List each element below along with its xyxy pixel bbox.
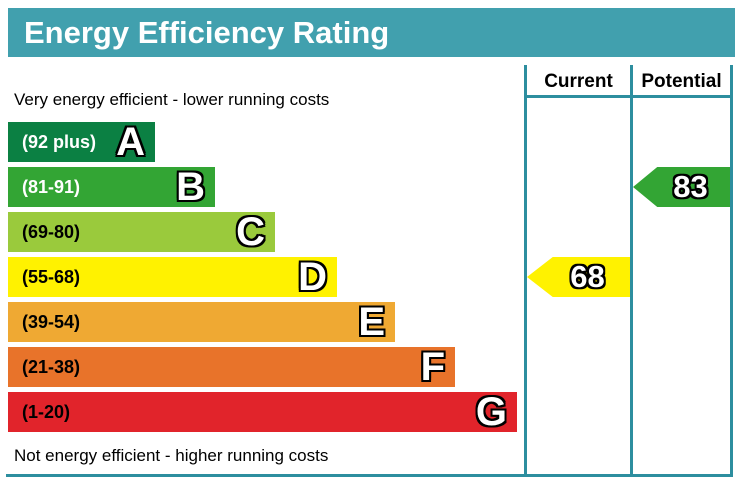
band-range-label: (1-20) — [22, 401, 71, 422]
top-note: Very energy efficient - lower running co… — [14, 90, 330, 109]
current-column-header: Current — [544, 71, 613, 92]
band-row-b: (81-91) B — [8, 167, 215, 207]
table-right-border — [730, 65, 733, 477]
potential-rating-arrow-icon: 83 — [633, 167, 730, 207]
potential-rating-value: 83 — [673, 169, 708, 204]
bottom-note: Not energy efficient - higher running co… — [14, 446, 329, 465]
band-row-a: (92 plus) A — [8, 122, 155, 162]
band-range-label: (92 plus) — [22, 131, 97, 152]
column-separator-line — [630, 65, 633, 477]
band-row-g: (1-20) G — [8, 392, 517, 432]
band-range-label: (55-68) — [22, 266, 81, 287]
band-row-c: (69-80) C — [8, 212, 275, 252]
current-column-left-border — [524, 65, 527, 477]
band-grade-letter: B — [176, 165, 205, 209]
current-rating-value: 68 — [570, 259, 605, 294]
chart-bottom-border — [6, 474, 733, 477]
band-grade-letter: G — [475, 390, 507, 434]
band-row-e: (39-54) E — [8, 302, 395, 342]
header-underline — [524, 95, 733, 98]
band-range-label: (69-80) — [22, 221, 81, 242]
band-grade-letter: F — [420, 345, 445, 389]
band-row-f: (21-38) F — [8, 347, 455, 387]
band-grade-letter: D — [298, 255, 327, 299]
potential-column-header: Potential — [641, 71, 722, 92]
band-grade-letter: E — [358, 300, 385, 344]
band-range-label: (81-91) — [22, 176, 81, 197]
band-grade-letter: A — [116, 120, 145, 164]
chart-title: Energy Efficiency Rating — [24, 15, 390, 50]
band-grade-letter: C — [236, 210, 265, 254]
band-range-label: (21-38) — [22, 356, 81, 377]
band-range-label: (39-54) — [22, 311, 81, 332]
band-row-d: (55-68) D — [8, 257, 337, 297]
chart-title-bar: Energy Efficiency Rating — [8, 8, 735, 57]
current-rating-arrow-icon: 68 — [527, 257, 630, 297]
